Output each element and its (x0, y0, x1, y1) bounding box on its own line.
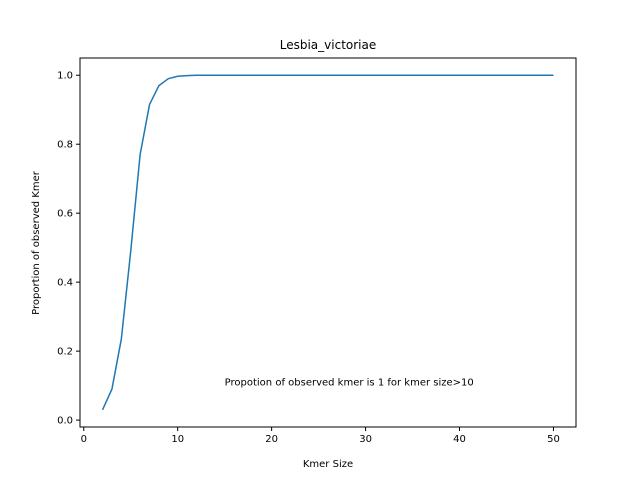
y-tick-label: 0.2 (57, 347, 73, 358)
chart-title: Lesbia_victoriae (280, 38, 377, 52)
x-tick-label: 10 (171, 434, 184, 445)
plot-area (101, 74, 554, 411)
series-line (101, 74, 554, 411)
y-axis-ticks: 0.0 0.2 0.4 0.6 0.8 1.0 (57, 71, 80, 427)
x-tick-label: 30 (359, 434, 372, 445)
x-tick-label: 50 (547, 434, 560, 445)
x-axis-ticks: 0 10 20 30 40 50 (81, 427, 560, 445)
x-tick-label: 20 (265, 434, 278, 445)
x-tick-label: 0 (81, 434, 87, 445)
y-tick-label: 0.6 (57, 209, 73, 220)
y-axis-label: Proportion of observed Kmer (31, 170, 42, 315)
axes-frame (79, 57, 577, 428)
x-tick-label: 40 (453, 434, 466, 445)
y-tick-label: 0.0 (57, 416, 73, 427)
x-axis-label: Kmer Size (303, 459, 353, 470)
y-tick-label: 1.0 (57, 71, 73, 82)
chart-annotation: Propotion of observed kmer is 1 for kmer… (225, 378, 474, 389)
y-tick-label: 0.4 (57, 278, 73, 289)
y-tick-label: 0.8 (57, 140, 73, 151)
